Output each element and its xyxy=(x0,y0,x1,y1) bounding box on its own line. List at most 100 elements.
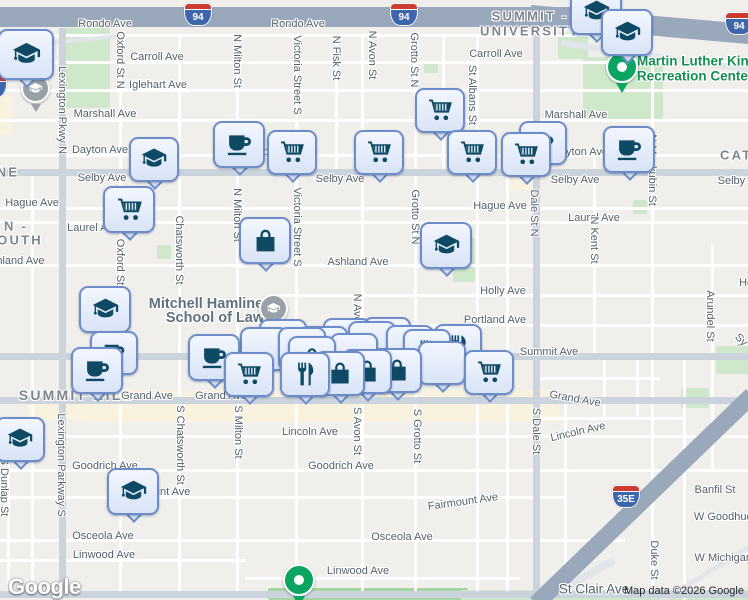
google-logo[interactable]: Google xyxy=(8,574,81,599)
road-major xyxy=(58,28,66,594)
street-label: Summit Ave xyxy=(519,346,579,358)
street-label: Carroll Ave xyxy=(130,51,184,63)
marker-bubble xyxy=(0,28,54,88)
graduation-cap-icon xyxy=(120,480,146,499)
street-label: Hague Ave xyxy=(473,200,527,212)
road-hw xyxy=(0,7,570,27)
shield-band xyxy=(185,4,211,10)
map-attribution: Map data ©2026 Google xyxy=(623,585,744,597)
graduation-cap-icon xyxy=(259,294,288,323)
district-label: NE xyxy=(0,164,20,180)
graduation-cap-icon xyxy=(7,428,33,447)
map-marker-cart[interactable] xyxy=(447,129,497,183)
map-marker-grad[interactable] xyxy=(107,467,159,523)
map-marker-cart[interactable] xyxy=(501,131,551,185)
map-marker-cart[interactable] xyxy=(464,349,514,403)
shopping-cart-icon xyxy=(515,143,538,165)
road-minor xyxy=(0,538,625,542)
road-minor xyxy=(540,376,660,380)
shield-number: 94 xyxy=(192,12,204,23)
street-label: Rondo Ave xyxy=(271,18,325,30)
park-area xyxy=(157,245,171,259)
marker-bubble xyxy=(601,8,653,64)
street-label: S Dale St xyxy=(530,407,542,455)
street-label: N Fisk St xyxy=(330,35,342,81)
map-marker-cart[interactable] xyxy=(354,129,404,183)
street-label: Victoria Street S xyxy=(291,187,303,267)
map-marker-cart[interactable] xyxy=(103,185,155,241)
interstate-shield: 94 xyxy=(725,12,748,35)
graduation-cap-icon xyxy=(141,148,167,167)
road-minor xyxy=(235,35,239,594)
street-label: Grand Ave xyxy=(121,390,173,402)
park-area xyxy=(424,64,438,73)
map-marker-coffee[interactable] xyxy=(213,120,265,176)
street-label: W Michigan St xyxy=(694,552,748,564)
marker-bubble xyxy=(464,349,514,403)
pin-tail xyxy=(616,83,628,93)
district-label: CATH xyxy=(720,147,748,163)
graduation-cap-icon xyxy=(92,298,118,317)
street-label: Dale St N xyxy=(528,189,540,237)
marker-bubble xyxy=(501,131,551,185)
street-label: N Milton St xyxy=(231,34,243,88)
marker-tail xyxy=(620,160,640,181)
street-label: Selby Ave xyxy=(315,173,365,185)
map-marker-grad[interactable] xyxy=(601,8,653,64)
shopping-bag-icon xyxy=(331,362,349,384)
street-label: S Grotto St xyxy=(411,408,423,464)
shield-number: 94 xyxy=(398,12,410,23)
road-minor xyxy=(177,35,181,594)
street-label: Selby Ave xyxy=(77,172,127,184)
road-minor xyxy=(0,220,748,224)
map-marker-fork[interactable] xyxy=(280,351,330,405)
marker-bubble xyxy=(280,351,330,405)
map-marker-coffee[interactable] xyxy=(603,125,655,181)
road-minor xyxy=(0,88,748,92)
park-poi-pin[interactable] xyxy=(283,564,315,600)
street-label: Osceola Ave xyxy=(371,531,433,543)
shopping-cart-icon xyxy=(281,141,304,163)
map-marker-blank[interactable] xyxy=(418,341,466,393)
road-minor xyxy=(294,35,298,594)
map-marker-bag[interactable] xyxy=(239,216,291,272)
marker-bubble xyxy=(603,125,655,181)
map-marker-grad[interactable] xyxy=(0,416,45,470)
map-marker-cart[interactable] xyxy=(224,351,274,405)
road-minor xyxy=(340,323,748,327)
restaurant-icon xyxy=(298,362,314,386)
coffee-cup-icon xyxy=(617,139,641,160)
road-minor xyxy=(682,356,686,600)
poi-label: Recreation Center xyxy=(636,68,748,84)
marker-bubble xyxy=(79,285,131,341)
coffee-cup-icon xyxy=(202,347,226,368)
street-label: St Clair Ave xyxy=(558,581,630,597)
map-marker-coffee[interactable] xyxy=(71,346,123,402)
road-minor xyxy=(30,172,34,594)
map-marker-grad[interactable] xyxy=(420,221,472,277)
street-label: Carroll Ave xyxy=(469,48,523,60)
map-marker-grad[interactable] xyxy=(79,285,131,341)
shopping-cart-icon xyxy=(368,141,391,163)
street-label: Oxford St N xyxy=(114,31,126,89)
shopping-cart-icon xyxy=(461,141,484,163)
map-marker-grad[interactable] xyxy=(129,136,179,190)
road-minor xyxy=(6,420,10,594)
road-minor xyxy=(563,400,567,594)
shopping-cart-icon xyxy=(478,361,501,383)
interstate-shield: 94 xyxy=(390,3,418,26)
marker-bubble xyxy=(420,221,472,277)
commercial-zone xyxy=(28,398,88,420)
street-label: Iglehart Ave xyxy=(129,79,187,91)
road-minor xyxy=(635,356,639,416)
marker-bubble xyxy=(224,351,274,405)
pin-tail xyxy=(293,596,305,600)
map-marker-cart[interactable] xyxy=(415,87,465,141)
street-label: Victoria Street S xyxy=(291,35,303,115)
marker-tail xyxy=(124,502,144,523)
street-label: Oxford St xyxy=(114,238,126,286)
map-marker-cart[interactable] xyxy=(267,129,317,183)
street-label: Grotto St N xyxy=(409,189,421,245)
map-marker-grad[interactable] xyxy=(0,28,54,88)
